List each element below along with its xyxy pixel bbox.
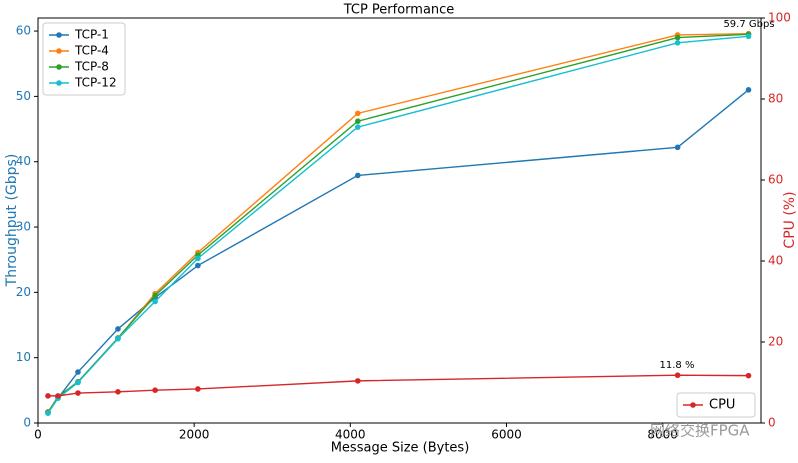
series-line — [47, 374, 749, 397]
y-axis-label: Throughput (Gbps) — [4, 154, 20, 288]
series-line — [47, 33, 749, 413]
data-point — [355, 110, 361, 117]
y-tick-label: 50 — [16, 89, 31, 103]
legend: TCP-1 TCP-4 TCP-8 TCP-12 — [42, 22, 126, 96]
y2-tick-label: 100 — [768, 11, 791, 25]
legend-box — [42, 22, 126, 96]
plot-area — [37, 17, 762, 424]
data-point — [745, 87, 752, 93]
x-tick-label: 6000 — [491, 428, 522, 442]
data-point — [745, 372, 752, 379]
legend-marker — [690, 402, 696, 408]
legend: CPU — [676, 392, 756, 418]
data-point — [115, 335, 121, 342]
chart-title: TCP Performance — [343, 3, 455, 18]
series-line — [47, 35, 749, 414]
x-tick-label: 2000 — [179, 428, 210, 442]
data-point — [195, 262, 201, 269]
data-point — [152, 387, 158, 393]
data-point — [355, 378, 361, 384]
legend-label: TCP-1 — [74, 28, 109, 42]
data-point — [674, 40, 681, 46]
data-point — [745, 33, 752, 40]
y2-tick-label: 40 — [768, 254, 783, 268]
data-point — [55, 393, 61, 399]
data-point — [355, 124, 361, 130]
x-axis-label: Message Size (Bytes) — [331, 441, 470, 456]
data-point — [355, 172, 361, 179]
legend-box — [676, 392, 756, 418]
data-point — [75, 379, 81, 386]
data-point — [674, 372, 681, 379]
y-tick-label: 30 — [16, 220, 31, 234]
y2-tick-label: 80 — [768, 92, 783, 106]
data-point — [195, 255, 201, 262]
data-point — [115, 389, 121, 395]
y-tick-label: 20 — [16, 285, 31, 299]
y-tick-label: 60 — [16, 24, 31, 38]
y-tick-label: 10 — [16, 350, 31, 364]
data-point — [115, 326, 121, 332]
x-tick-label: 4000 — [335, 428, 366, 442]
data-point — [152, 292, 158, 299]
data-point — [152, 298, 158, 305]
x-tick-label: 8000 — [647, 428, 678, 442]
series-line — [47, 89, 749, 413]
y-tick-label: 0 — [23, 416, 31, 430]
data-point — [75, 369, 81, 375]
y-tick-label: 40 — [16, 154, 31, 168]
annotation: 59.7 Gbps — [723, 19, 774, 30]
data-point — [195, 386, 201, 392]
series-line — [47, 32, 749, 413]
annotation: 11.8 % — [660, 360, 695, 371]
y2-tick-label: 60 — [768, 173, 783, 187]
y2-axis-label: CPU (%) — [782, 191, 798, 248]
data-point — [674, 144, 681, 151]
watermark: 网络交换FPGA — [650, 422, 750, 440]
legend-marker — [56, 80, 62, 86]
data-point — [45, 410, 51, 417]
legend-label: TCP-4 — [74, 44, 109, 58]
y2-tick-label: 20 — [768, 335, 783, 349]
legend-marker — [56, 64, 62, 70]
legend-label: TCP-12 — [74, 76, 117, 90]
legend-marker — [56, 48, 62, 54]
legend-marker — [56, 32, 62, 38]
legend-label: TCP-8 — [74, 60, 109, 74]
y2-tick-label: 0 — [768, 416, 776, 430]
data-point — [75, 390, 81, 396]
legend-label: CPU — [709, 398, 735, 413]
data-point — [674, 34, 681, 41]
data-point — [355, 118, 361, 125]
data-point — [45, 393, 51, 399]
x-tick-label: 0 — [34, 428, 42, 442]
